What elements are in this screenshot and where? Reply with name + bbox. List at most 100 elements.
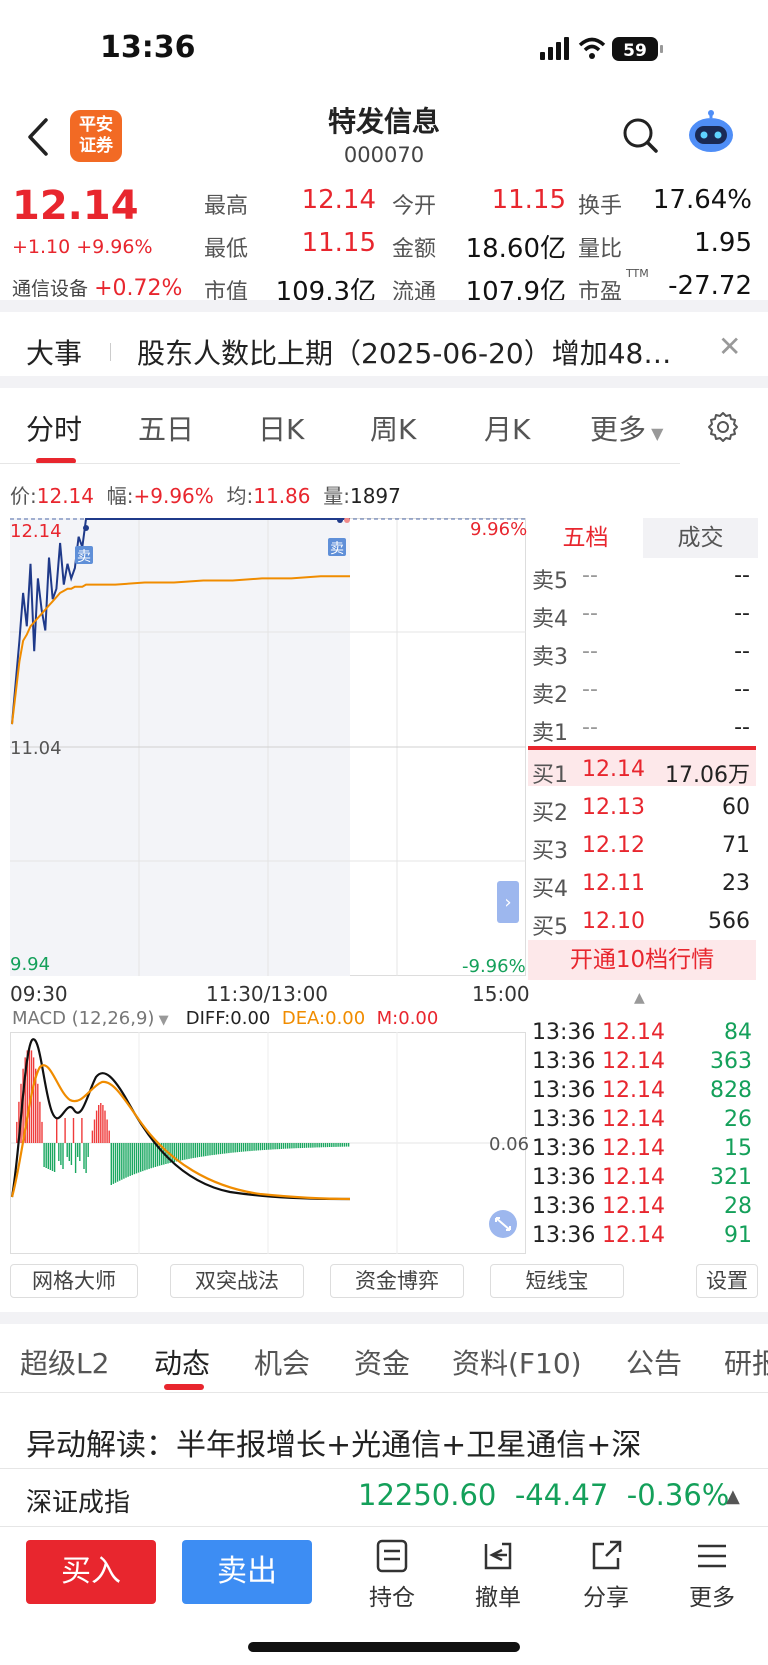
macd-bar <box>26 1050 28 1143</box>
stat-label: 量比 <box>578 237 623 262</box>
ask-row[interactable]: 卖5 -- -- <box>530 563 752 601</box>
macd-bar <box>74 1143 77 1173</box>
scroll-up-icon[interactable]: ▲ <box>634 990 645 1006</box>
caret-up-icon[interactable]: ▲ <box>726 1486 740 1507</box>
tool-short-term[interactable]: 短线宝 <box>490 1264 624 1298</box>
macd-bar <box>35 1068 37 1143</box>
tool-grid-master[interactable]: 网格大师 <box>10 1264 138 1298</box>
sell-button[interactable]: 卖出 <box>182 1540 312 1604</box>
tab-opportunity[interactable]: 机会 <box>254 1347 311 1380</box>
macd-bar <box>16 1121 18 1143</box>
ask-row[interactable]: 卖3 -- -- <box>530 639 752 677</box>
settings-button[interactable] <box>706 410 740 444</box>
tab-f10[interactable]: 资料(F10) <box>452 1347 582 1380</box>
macd-bar <box>152 1143 154 1168</box>
level-volume: 60 <box>722 795 750 820</box>
more-button[interactable]: 更多 <box>672 1538 752 1612</box>
macd-bar <box>133 1143 136 1175</box>
tab-weekly-k[interactable]: 周K <box>370 413 417 446</box>
tab-intraday[interactable]: 分时 <box>26 413 83 446</box>
search-button[interactable] <box>620 115 660 155</box>
axis-mid-price: 11.04 <box>10 738 62 759</box>
share-button[interactable]: 分享 <box>566 1538 646 1612</box>
news-headline[interactable]: 股东人数比上期（2025-06-20）增加48… <box>137 337 672 370</box>
macd-bar <box>108 1130 110 1143</box>
macd-bar <box>87 1143 89 1157</box>
share-icon <box>592 1540 622 1570</box>
trade-volume: 84 <box>724 1020 752 1045</box>
tab-research[interactable]: 研报 <box>724 1347 768 1380</box>
back-button[interactable] <box>20 112 56 162</box>
bid-row[interactable]: 买2 12.13 60 <box>530 795 752 833</box>
buy-button[interactable]: 买入 <box>26 1540 156 1604</box>
macd-bar <box>158 1143 161 1166</box>
macd-bar <box>47 1143 49 1169</box>
tool-fund-game[interactable]: 资金博弈 <box>330 1264 464 1298</box>
bid-row[interactable]: 买3 12.12 71 <box>530 833 752 871</box>
tab-five-day[interactable]: 五日 <box>138 413 195 446</box>
macd-header[interactable]: MACD (12,26,9) ▼ DIFF:0.00 DEA:0.00 M:0.… <box>12 1008 439 1029</box>
ask-row[interactable]: 卖4 -- -- <box>530 601 752 639</box>
cancel-order-button[interactable]: 撤单 <box>458 1538 538 1612</box>
axis-low-pct: -9.96% <box>462 956 526 977</box>
macd-bar <box>224 1143 226 1154</box>
macd-bar <box>106 1119 108 1143</box>
stat-value: 17.64% <box>652 185 752 215</box>
macd-bar <box>320 1143 322 1148</box>
chevron-right-icon: › <box>504 892 511 913</box>
tab-more[interactable]: 更多 ▼ <box>590 413 664 446</box>
caret-down-icon: ▼ <box>646 424 664 443</box>
stat-label: 今开 <box>392 194 437 219</box>
anomaly-analysis[interactable]: 异动解读：半年报增长+光通信+卫星通信+深 <box>26 1428 642 1463</box>
tab-super-l2[interactable]: 超级L2 <box>20 1347 110 1380</box>
bid-row[interactable]: 买4 12.11 23 <box>530 871 752 909</box>
upgrade-ten-levels-button[interactable]: 开通10档行情 <box>528 940 756 980</box>
tab-daily-k[interactable]: 日K <box>258 413 305 446</box>
bid-row[interactable]: 买1 12.14 17.06万 <box>530 757 752 795</box>
macd-bar <box>182 1143 184 1161</box>
trade-price: 12.14 <box>602 1020 665 1045</box>
macd-bar <box>282 1143 285 1149</box>
tab-monthly-k[interactable]: 月K <box>484 413 531 446</box>
macd-bar <box>316 1143 318 1148</box>
tab-news-feed[interactable]: 动态 <box>154 1347 211 1380</box>
macd-bar <box>131 1143 133 1176</box>
spread-line <box>528 746 756 750</box>
ask-row[interactable]: 卖2 -- -- <box>530 677 752 715</box>
caret-down-icon: ▼ <box>154 1013 169 1028</box>
tool-settings[interactable]: 设置 <box>696 1264 758 1298</box>
macd-bar <box>150 1143 152 1169</box>
level-volume: -- <box>734 715 750 740</box>
menu-icon <box>698 1544 726 1568</box>
ai-assistant-button[interactable] <box>685 110 737 156</box>
macd-bar <box>129 1143 131 1176</box>
bid-row[interactable]: 买5 12.10 566 <box>530 909 752 947</box>
tab-funds[interactable]: 资金 <box>354 1347 411 1380</box>
index-quote: 12250.60 -44.47 -0.36% <box>358 1478 730 1512</box>
index-name[interactable]: 深证成指 <box>26 1488 131 1518</box>
positions-button[interactable]: 持仓 <box>352 1538 432 1612</box>
tab-trades[interactable]: 成交 <box>643 518 758 558</box>
macd-bar <box>331 1143 333 1147</box>
macd-bar <box>322 1143 325 1148</box>
tab-five-levels[interactable]: 五档 <box>528 518 643 558</box>
trade-time: 13:36 <box>532 1136 596 1161</box>
macd-bar <box>284 1143 287 1149</box>
macd-bar <box>198 1143 201 1157</box>
search-icon <box>623 118 658 153</box>
close-icon[interactable]: ✕ <box>718 330 742 363</box>
intraday-chart-svg: 卖 卖 › <box>10 518 526 976</box>
stat-value: 18.60亿 <box>465 234 566 264</box>
industry-change[interactable]: 通信设备 +0.72% <box>12 276 183 301</box>
undo-icon <box>484 1542 512 1570</box>
tab-announcements[interactable]: 公告 <box>626 1347 683 1380</box>
tool-double-breakout[interactable]: 双突战法 <box>170 1264 304 1298</box>
macd-bar <box>169 1143 171 1163</box>
macd-bar <box>70 1143 73 1165</box>
trade-price: 12.14 <box>602 1049 665 1074</box>
macd-bar <box>146 1143 148 1170</box>
macd-bar <box>119 1143 121 1181</box>
stock-code: 000070 <box>343 143 425 167</box>
ask-row[interactable]: 卖1 -- -- <box>530 715 752 753</box>
macd-bar <box>188 1143 190 1159</box>
